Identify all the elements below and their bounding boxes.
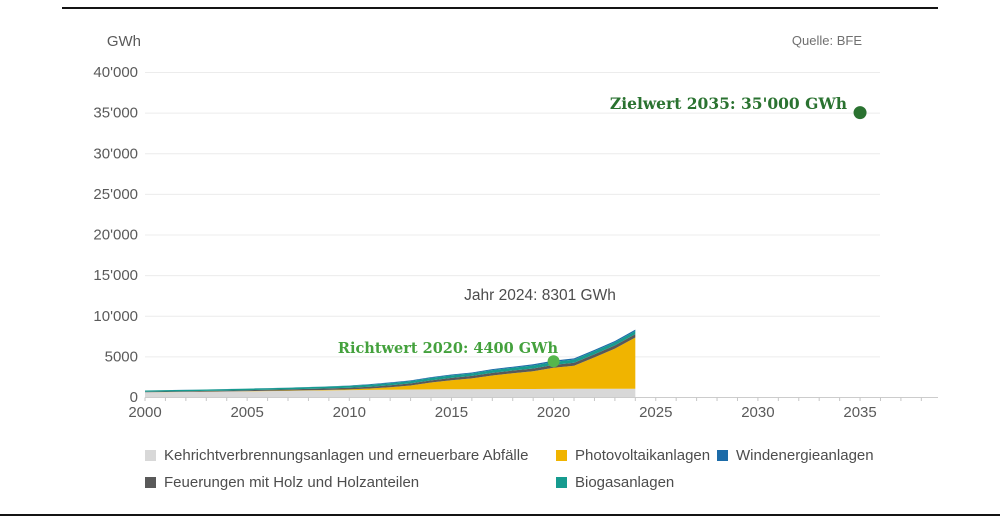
legend-label-wind: Windenergieanlagen [736,447,874,464]
svg-text:2035: 2035 [843,404,876,421]
legend-swatch-kehricht-icon [145,450,156,461]
svg-text:40'000: 40'000 [93,64,138,81]
legend: Kehrichtverbrennungsanlagen und erneuerb… [145,447,874,491]
legend-label-biogas: Biogasanlagen [575,474,675,491]
legend-swatch-photovoltaik-icon [556,450,567,461]
legend-item-photovoltaik: Photovoltaikanlagen [556,447,717,464]
source-label: Quelle: BFE [791,33,862,48]
svg-text:2025: 2025 [639,404,672,421]
svg-text:35'000: 35'000 [93,105,138,122]
legend-label-kehricht: Kehrichtverbrennungsanlagen und erneuerb… [164,447,529,464]
svg-text:30'000: 30'000 [93,145,138,162]
legend-label-holz: Feuerungen mit Holz und Holzanteilen [164,474,420,491]
legend-item-wind: Windenergieanlagen [717,447,874,464]
svg-text:10'000: 10'000 [93,308,138,325]
legend-item-kehricht: Kehrichtverbrennungsanlagen und erneuerb… [145,447,556,464]
svg-text:2030: 2030 [741,404,774,421]
legend-item-biogas: Biogasanlagen [556,474,717,491]
y-axis-unit-label: GWh [106,33,141,50]
svg-text:5000: 5000 [105,348,138,365]
legend-swatch-biogas-icon [556,477,567,488]
svg-text:15'000: 15'000 [93,267,138,284]
svg-text:2020: 2020 [537,404,570,421]
legend-swatch-holz-icon [145,477,156,488]
legend-label-photovoltaik: Photovoltaikanlagen [575,447,711,464]
svg-text:2005: 2005 [230,404,263,421]
svg-text:2015: 2015 [435,404,468,421]
legend-item-holz: Feuerungen mit Holz und Holzanteilen [145,474,556,491]
svg-text:20'000: 20'000 [93,227,138,244]
svg-text:2000: 2000 [128,404,161,421]
legend-swatch-wind-icon [717,450,728,461]
annotation-zielwert-2035: Zielwert 2035: 35'000 GWh [609,94,847,113]
annotation-current-year: Jahr 2024: 8301 GWh [464,287,616,304]
bottom-divider [0,514,1000,516]
svg-text:2010: 2010 [333,404,366,421]
top-divider [62,7,938,9]
svg-text:25'000: 25'000 [93,186,138,203]
svg-text:0: 0 [130,389,138,406]
annotation-richtwert-2020: Richtwert 2020: 4400 GWh [337,340,558,357]
